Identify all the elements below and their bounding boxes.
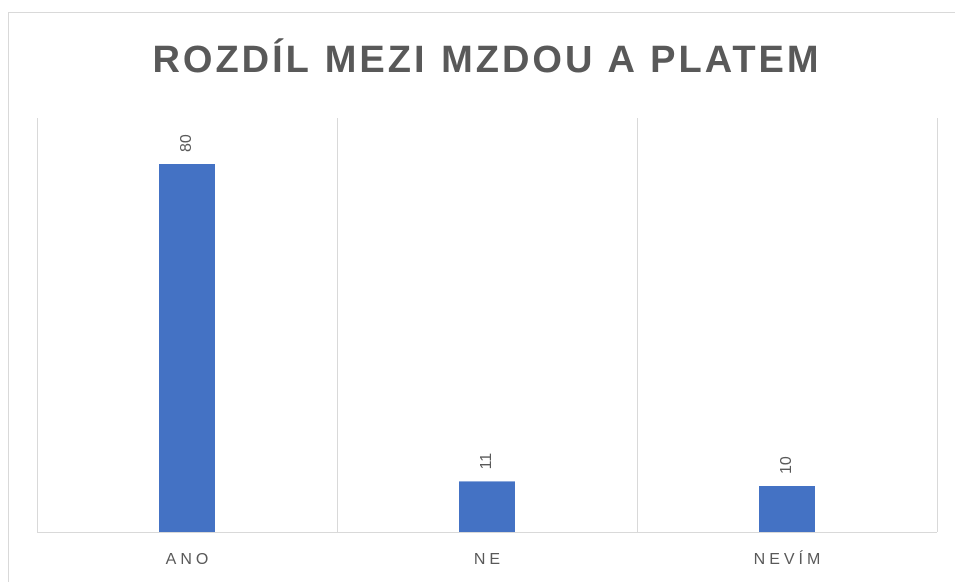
x-tick-label: NEVÍM bbox=[754, 549, 825, 568]
chart-title: ROZDÍL MEZI MZDOU A PLATEM bbox=[152, 37, 821, 81]
x-tick-label: ANO bbox=[166, 551, 213, 568]
data-label: 80 bbox=[178, 134, 195, 152]
bar bbox=[759, 486, 815, 532]
bar bbox=[459, 481, 515, 532]
x-tick-label: NE bbox=[474, 551, 504, 568]
data-label: 11 bbox=[478, 453, 495, 470]
bar bbox=[159, 164, 215, 532]
data-label: 10 bbox=[778, 456, 795, 474]
